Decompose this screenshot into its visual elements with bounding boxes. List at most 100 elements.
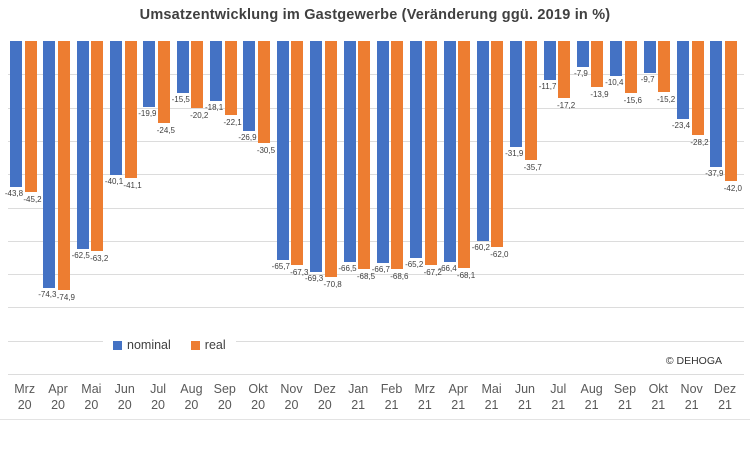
bar-nominal (176, 41, 189, 93)
bar-real (257, 41, 270, 143)
bar-label-nominal: -66,4 (438, 264, 457, 274)
bar-label-real: -67,3 (290, 268, 309, 278)
category-label: Apr 20 (48, 382, 68, 412)
bar-label-nominal: -18,1 (204, 103, 224, 113)
category-label: Okt 20 (248, 382, 268, 412)
bar-nominal (610, 41, 623, 76)
bar-real (91, 41, 104, 252)
bar-nominal (677, 41, 689, 119)
bar-label-real: -17,2 (556, 101, 576, 111)
bar-label-nominal: -10,4 (605, 77, 624, 87)
bar-nominal (576, 41, 589, 68)
gridline (8, 207, 744, 209)
bar-label-nominal: -31,9 (505, 149, 524, 159)
real-swatch-icon (190, 340, 200, 350)
bar-label-nominal: -9,7 (640, 75, 655, 85)
gridline (8, 307, 744, 309)
bar-label-real: -67,2 (423, 267, 442, 277)
bottom-axis-line (0, 419, 750, 420)
gridline (8, 340, 744, 342)
bar-label-real: -68,5 (356, 272, 376, 282)
gridline (8, 74, 744, 76)
category-label: Dez 21 (713, 382, 737, 412)
bar-real (57, 41, 70, 291)
bar-real (624, 41, 637, 93)
bar-label-real: -68,1 (456, 270, 476, 280)
bar-nominal (110, 41, 123, 175)
bar-label-real: -70,8 (323, 279, 342, 289)
bar-nominal (443, 41, 456, 263)
bar-nominal (276, 41, 289, 260)
bar-real (157, 41, 170, 123)
bar-nominal (543, 41, 556, 80)
bar-label-real: -24,5 (156, 125, 175, 135)
category-label: Jun 21 (514, 382, 535, 412)
bar-label-nominal: -26,9 (238, 132, 257, 142)
category-label: Mrz 21 (414, 382, 436, 412)
bar-label-nominal: -65,7 (271, 261, 290, 271)
category-label: Mrz 20 (14, 382, 36, 412)
bar-nominal (76, 41, 89, 250)
legend-item-nominal: nominal (113, 338, 171, 352)
bar-label-nominal: -43,8 (4, 188, 24, 198)
gridline (8, 374, 744, 375)
bar-label-real: -15,6 (623, 95, 642, 105)
bar-label-real: -45,2 (23, 194, 42, 204)
bar-nominal (376, 41, 389, 264)
bar-label-nominal: -15,5 (171, 94, 190, 104)
gridline (8, 107, 744, 109)
bar-label-real: -35,7 (523, 162, 542, 172)
category-label: Aug 21 (580, 382, 603, 412)
bar-nominal (343, 41, 356, 263)
legend-item-real: real (190, 338, 226, 352)
bar-nominal (243, 41, 256, 131)
bar-nominal (143, 41, 156, 108)
legend-label-nominal: nominal (127, 338, 171, 352)
category-label: Dez 20 (313, 382, 336, 412)
bar-label-real: -30,5 (256, 145, 276, 155)
bar-real (724, 41, 737, 181)
bar-nominal (410, 41, 423, 259)
category-label: Aug 20 (180, 382, 203, 412)
bar-label-nominal: -74,3 (38, 290, 57, 300)
chart-title: Umsatzentwicklung im Gastgewerbe (Veränd… (139, 7, 611, 23)
bar-nominal (210, 41, 223, 102)
bar-nominal (476, 41, 489, 242)
category-label: Mai 21 (481, 382, 502, 412)
category-label: Nov 21 (680, 382, 703, 412)
category-label: Jun 20 (114, 382, 135, 412)
copyright-notice: © DEHOGA (665, 355, 722, 367)
bar-label-nominal: -7,9 (574, 69, 588, 79)
category-label: Nov 20 (280, 382, 303, 412)
bar-real (224, 41, 237, 115)
legend: nominal real (103, 336, 236, 354)
bar-nominal (643, 41, 656, 74)
bar-real (591, 41, 604, 88)
category-label: Feb 21 (380, 382, 403, 412)
bar-nominal (310, 41, 323, 272)
bar-label-real: -13,9 (590, 90, 609, 100)
gridline (8, 240, 744, 242)
bar-label-real: -62,0 (490, 250, 509, 260)
gridline (8, 140, 744, 142)
bar-real (24, 41, 37, 192)
bar-label-nominal: -66,5 (338, 264, 357, 274)
category-label: Mai 20 (81, 382, 102, 412)
category-label: Okt 21 (648, 382, 669, 412)
bar-real (491, 41, 504, 248)
bar-real (458, 41, 471, 268)
bar-nominal (510, 41, 523, 148)
bar-real (524, 41, 537, 160)
bar-real (124, 41, 137, 178)
bar-real (291, 41, 304, 266)
nominal-swatch-icon (113, 340, 122, 350)
bar-nominal (43, 41, 56, 289)
bar-real (324, 41, 337, 277)
bar-label-nominal: -65,2 (405, 260, 424, 270)
category-label: Sep 21 (613, 382, 637, 412)
bar-label-real: -68,6 (390, 272, 409, 282)
category-label: Sep 20 (213, 382, 236, 412)
bar-real (391, 41, 404, 270)
